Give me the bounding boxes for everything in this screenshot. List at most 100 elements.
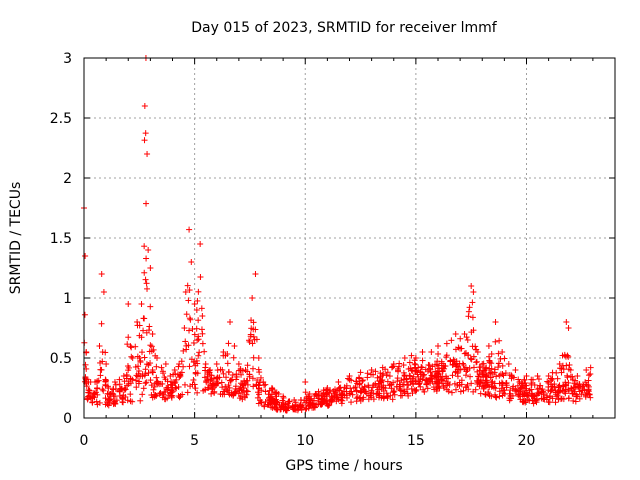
data-point bbox=[141, 315, 148, 322]
data-point bbox=[463, 334, 470, 341]
data-point bbox=[250, 354, 257, 361]
data-point bbox=[169, 386, 176, 393]
data-point bbox=[217, 366, 224, 373]
data-point bbox=[240, 385, 247, 392]
data-point bbox=[470, 364, 477, 371]
data-point bbox=[140, 327, 147, 334]
x-tick-label: 20 bbox=[518, 433, 536, 449]
data-point bbox=[237, 380, 244, 387]
data-point bbox=[315, 388, 322, 395]
data-point bbox=[246, 373, 253, 380]
data-point bbox=[324, 385, 331, 391]
data-point bbox=[476, 364, 483, 371]
data-point bbox=[570, 384, 577, 391]
data-point bbox=[353, 387, 360, 394]
data-point bbox=[303, 393, 310, 400]
data-point bbox=[127, 398, 134, 405]
data-point bbox=[246, 337, 253, 344]
data-point bbox=[226, 384, 233, 391]
data-point bbox=[587, 394, 594, 401]
data-point bbox=[384, 378, 391, 385]
data-point bbox=[180, 363, 187, 370]
data-point bbox=[406, 359, 413, 366]
data-point bbox=[185, 342, 192, 349]
data-point bbox=[227, 377, 234, 384]
data-point bbox=[147, 377, 154, 384]
data-point bbox=[189, 381, 196, 388]
data-point bbox=[112, 400, 119, 407]
data-point bbox=[507, 392, 514, 399]
data-point bbox=[446, 381, 453, 388]
data-point bbox=[349, 391, 356, 398]
data-point bbox=[333, 398, 340, 405]
data-point bbox=[261, 382, 268, 389]
data-point bbox=[187, 316, 194, 323]
data-point bbox=[303, 399, 310, 406]
data-point bbox=[462, 372, 469, 379]
data-point bbox=[154, 355, 161, 361]
data-point bbox=[535, 390, 542, 397]
data-point bbox=[144, 151, 151, 157]
data-point bbox=[228, 389, 235, 396]
data-point bbox=[207, 367, 214, 373]
data-point bbox=[428, 375, 435, 382]
data-point bbox=[531, 395, 538, 402]
data-point bbox=[86, 387, 93, 394]
data-point bbox=[81, 311, 88, 318]
data-point bbox=[92, 379, 99, 385]
data-point bbox=[214, 367, 221, 374]
data-point bbox=[141, 269, 148, 276]
data-point bbox=[183, 311, 190, 318]
data-point bbox=[370, 396, 377, 403]
data-point bbox=[195, 317, 202, 324]
data-point bbox=[207, 372, 214, 379]
data-point bbox=[315, 395, 322, 402]
data-point bbox=[239, 396, 246, 403]
data-point bbox=[148, 382, 155, 389]
data-point bbox=[151, 380, 158, 387]
data-point bbox=[202, 361, 209, 367]
data-point bbox=[142, 380, 149, 387]
data-point bbox=[195, 333, 202, 340]
data-point bbox=[125, 301, 132, 307]
data-point bbox=[548, 383, 555, 390]
data-point bbox=[207, 380, 214, 387]
data-point bbox=[133, 372, 140, 379]
data-point bbox=[385, 392, 392, 399]
data-point bbox=[443, 354, 450, 361]
data-point bbox=[473, 358, 480, 365]
data-point bbox=[585, 388, 592, 395]
data-point bbox=[145, 327, 152, 334]
data-point bbox=[411, 368, 418, 375]
data-point bbox=[256, 369, 263, 376]
data-point bbox=[539, 386, 546, 393]
data-point bbox=[486, 370, 493, 377]
data-point bbox=[128, 344, 135, 351]
data-point bbox=[201, 374, 208, 381]
data-point bbox=[247, 331, 254, 338]
data-point bbox=[140, 385, 147, 392]
data-point bbox=[544, 378, 551, 385]
data-point bbox=[160, 370, 167, 377]
data-point bbox=[478, 380, 485, 387]
data-point bbox=[127, 391, 134, 398]
data-point bbox=[181, 325, 188, 332]
data-point bbox=[167, 381, 174, 388]
data-point bbox=[359, 378, 366, 385]
data-point bbox=[474, 349, 481, 355]
data-point bbox=[250, 319, 257, 326]
data-point bbox=[249, 365, 256, 372]
data-point bbox=[390, 389, 397, 396]
data-point bbox=[361, 383, 368, 390]
data-point bbox=[275, 390, 282, 397]
data-point bbox=[320, 387, 327, 394]
data-point bbox=[272, 390, 279, 397]
data-point bbox=[345, 375, 352, 382]
data-point bbox=[372, 368, 379, 375]
data-point bbox=[389, 396, 396, 403]
data-point bbox=[82, 361, 89, 368]
data-point bbox=[379, 364, 386, 371]
data-point bbox=[378, 379, 385, 386]
data-point bbox=[473, 359, 480, 366]
data-point bbox=[341, 384, 348, 391]
